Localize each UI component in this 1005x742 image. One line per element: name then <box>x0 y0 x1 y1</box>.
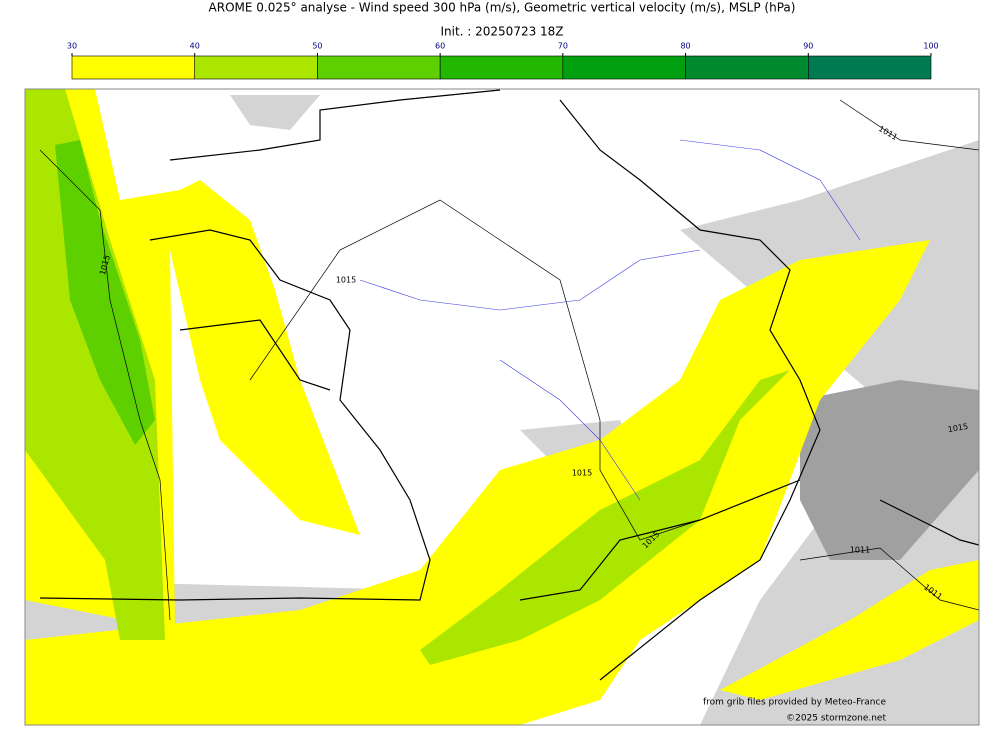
colorbar-tick-label: 100 <box>923 42 938 51</box>
isobar-label: 1015 <box>572 469 592 478</box>
rivers <box>359 139 861 501</box>
colorbar-segment <box>194 55 318 80</box>
colorbar-tick-label: 40 <box>190 42 200 51</box>
colorbar-tick-label: 30 <box>67 42 77 51</box>
colorbar-tick-label: 80 <box>680 42 690 51</box>
coastlines <box>39 89 979 681</box>
title: AROME 0.025° analyse - Wind speed 300 hP… <box>209 1 796 15</box>
map-frame <box>24 88 980 726</box>
isobar-label: 1015 <box>336 276 356 285</box>
colorbar: 30 40 50 60 70 80 90 100 <box>67 42 939 80</box>
subtitle: Init. : 20250723 18Z <box>440 25 563 39</box>
colorbar-tick-label: 70 <box>558 42 568 51</box>
colorbar-tick-label: 50 <box>312 42 322 51</box>
colorbar-segment <box>807 55 932 80</box>
colorbar-tick-label: 90 <box>803 42 813 51</box>
wind-areas <box>25 89 979 725</box>
isobars <box>39 99 979 621</box>
colorbar-segment <box>562 55 686 80</box>
colorbar-segment <box>71 55 196 80</box>
map: 1015 1015 1015 1015 1015 1011 1011 1011 … <box>25 89 979 725</box>
colorbar-segment <box>439 55 564 80</box>
isobar-label: 1011 <box>850 546 870 555</box>
colorbar-segment <box>317 55 441 80</box>
isobar-label: 1015 <box>947 422 969 434</box>
colorbar-segment <box>685 55 809 80</box>
colorbar-tick-label: 60 <box>435 42 445 51</box>
credit: from grib files provided by Meteo-France <box>703 698 886 708</box>
credit: ©2025 stormzone.net <box>786 714 886 724</box>
